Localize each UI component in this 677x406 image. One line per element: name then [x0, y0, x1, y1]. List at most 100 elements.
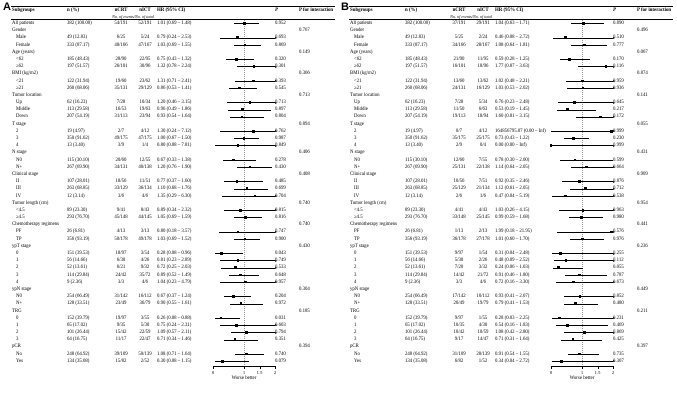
row-label: N0 — [16, 294, 22, 300]
row-label: pCR — [12, 344, 21, 350]
cell-n — [67, 70, 109, 77]
cell-p-interaction — [637, 63, 673, 70]
cell-p-interaction — [299, 128, 335, 135]
cell-n: 64 (16.75) — [67, 337, 87, 343]
point-estimate-marker — [566, 323, 570, 327]
forest-table: Subgroups n (%) nCRT nICT HR (95% CI) P P for … — [11, 6, 335, 389]
column-header-hr: HR (95% CI) — [157, 8, 186, 13]
forest-plot-cell — [213, 171, 275, 178]
cell-nict: 28/139 — [476, 351, 490, 357]
cell-nict: 23/94 — [139, 114, 151, 120]
cell-n: 113 (29.58) — [67, 107, 90, 113]
cell-p: 0.959 — [613, 78, 624, 84]
cell-p-interaction — [637, 214, 673, 221]
cell-n: 293 (76.70) — [405, 215, 428, 221]
cell-n: 9 (2.36) — [67, 279, 83, 285]
cell-p: 0.603 — [275, 322, 286, 328]
cell-p-interaction — [637, 20, 673, 27]
cell-n: 56 (14.66) — [67, 258, 87, 264]
forest-plot-cell — [213, 336, 275, 343]
forest-plot-cell — [213, 42, 275, 49]
cell-p — [613, 149, 637, 156]
cell-hr — [157, 243, 213, 250]
cell-nict: 11/95 — [477, 56, 489, 62]
ci-line — [226, 59, 254, 61]
cell-p-interaction — [637, 157, 673, 164]
cell-ncrt: 35/175 — [452, 136, 466, 141]
cell-ncrt: 23/49 — [115, 301, 127, 307]
cell-p-interaction: 0.449 — [637, 286, 648, 292]
cell-ncrt: 34/166 — [452, 42, 466, 48]
cell-hr: 0.26 (0.08 – 0.88) — [157, 315, 192, 321]
cell-nict: 1/52 — [478, 358, 488, 364]
row-label: BMI (kg/m2) — [350, 71, 376, 77]
cell-p: 0.673 — [613, 279, 624, 285]
cell-p: 0.430 — [275, 164, 286, 170]
row-label: II — [16, 179, 20, 185]
cell-p-interaction — [637, 329, 673, 336]
ci-line — [556, 231, 613, 233]
cell-p: 0.897 — [275, 107, 286, 113]
cell-p-interaction — [299, 185, 335, 192]
cell-nict: 22/47 — [139, 337, 151, 343]
cell-ncrt — [447, 121, 471, 128]
point-estimate-marker — [236, 230, 240, 234]
cell-nict: 21/134 — [476, 186, 490, 192]
row-label: ≥4.5 — [354, 215, 363, 221]
cell-hr — [495, 92, 551, 99]
cell-hr — [495, 27, 551, 34]
cell-p: 0.172 — [613, 114, 624, 120]
point-estimate-marker — [238, 86, 241, 90]
arrow-right-icon — [612, 317, 615, 320]
group-row: ypT stage 0.236 — [349, 243, 673, 250]
point-estimate-marker — [557, 266, 560, 270]
cell-n: 49 (12.83) — [67, 35, 87, 41]
cell-hr — [157, 70, 213, 77]
row-label: PF — [354, 229, 360, 235]
cell-n: 151 (39.53) — [405, 251, 428, 256]
row-label: Middle — [16, 107, 30, 113]
forest-plot-cell — [551, 92, 613, 99]
forest-plot-cell — [213, 308, 275, 315]
cell-nict — [471, 49, 495, 56]
forest-plot-cell — [213, 272, 275, 279]
cell-nict: 25/145 — [476, 215, 490, 221]
cell-n — [405, 49, 447, 56]
data-row: 2 19 (4.97) 2/7 4/12 1.30 (0.24 – 7.12) 0.762 — [11, 128, 335, 135]
row-label: 1 — [354, 258, 357, 264]
cell-hr: 0.75 (0.43 – 1.32) — [157, 56, 192, 62]
ci-line — [555, 282, 613, 283]
point-estimate-marker — [236, 36, 239, 40]
data-row: PF 26 (6.81) 1/13 2/13 1.99 (0.18 – 21.95) 0.… — [349, 228, 673, 235]
cell-nict: 28/167 — [476, 42, 490, 48]
ci-line — [565, 80, 613, 82]
cell-p-interaction — [299, 106, 335, 113]
cell-n: 101 (26.44) — [67, 330, 90, 336]
point-estimate-marker — [581, 237, 584, 241]
cell-nict — [133, 70, 157, 77]
cell-p-interaction: 0.430 — [299, 243, 310, 249]
group-row: Tumor length (cm) 0.740 — [11, 200, 335, 207]
forest-panel-a: A Subgroups n (%) nCRT nICT HR (95% CI) P P for… — [0, 0, 338, 406]
cell-p-interaction — [299, 193, 335, 200]
forest-plot-cell — [551, 358, 615, 365]
cell-n — [67, 171, 109, 178]
cell-p: 0.890 — [613, 21, 624, 26]
cell-ncrt: 48/166 — [114, 42, 128, 48]
forest-plot-cell — [213, 106, 275, 113]
cell-ncrt: 2/7 — [117, 128, 125, 134]
data-row: Up 62 (16.23) 7/28 5/34 0.76 (0.23 – 2.48) 0.… — [349, 99, 673, 106]
cell-hr: 1.05 (0.69 – 1.59) — [157, 215, 192, 221]
data-row: 0 152 (39.79) 19/97 3/55 0.26 (0.08 – 0.88) 0… — [11, 315, 335, 322]
cell-p: 0.804 — [275, 114, 286, 120]
cell-ncrt: 19/113 — [452, 114, 466, 120]
point-estimate-marker — [221, 359, 224, 363]
cell-p-interaction — [299, 279, 335, 286]
arrow-right-icon — [612, 166, 615, 169]
point-estimate-marker — [232, 295, 236, 298]
cell-n — [405, 308, 447, 315]
cell-n — [67, 27, 109, 34]
cell-n: 152 (39.79) — [67, 315, 90, 321]
cell-ncrt: 25/131 — [452, 164, 466, 170]
